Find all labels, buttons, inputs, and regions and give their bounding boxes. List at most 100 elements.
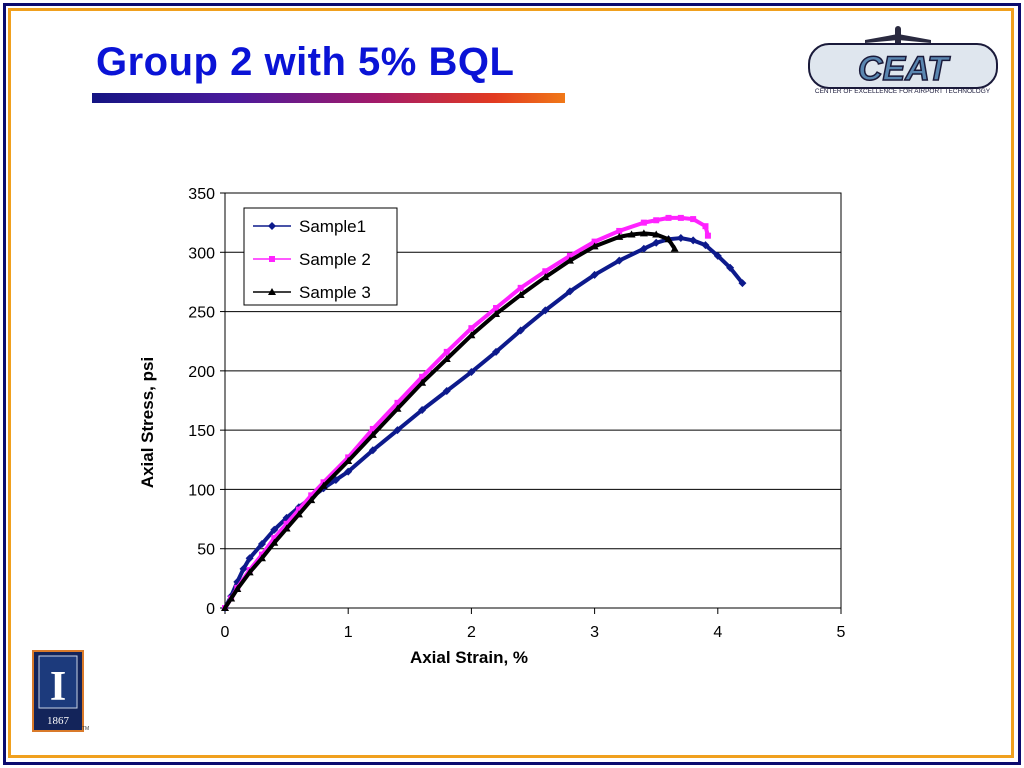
data-point — [541, 273, 550, 281]
legend: Sample1 Sample 2 Sample 3 — [243, 207, 398, 306]
x-axis-title: Axial Strain, % — [410, 648, 528, 667]
data-point — [542, 268, 549, 275]
data-point — [704, 232, 711, 239]
data-point — [566, 252, 573, 259]
data-point — [616, 227, 623, 234]
data-point — [492, 309, 501, 317]
data-point — [590, 242, 599, 250]
ceat-logo: CEAT — [808, 26, 998, 89]
y-tick-label: 0 — [206, 601, 215, 618]
data-point — [245, 568, 254, 576]
slide-frame-outer — [3, 3, 1021, 765]
data-point — [369, 425, 376, 432]
data-point — [393, 404, 402, 412]
data-point — [640, 219, 647, 226]
slide-title: Group 2 with 5% BQL — [96, 40, 515, 84]
university-seal: I 1867 — [32, 650, 84, 732]
data-point — [565, 256, 574, 264]
legend-marker — [268, 222, 276, 230]
data-point — [227, 594, 236, 602]
data-point — [493, 305, 500, 312]
data-point — [307, 496, 316, 504]
data-point — [282, 513, 291, 522]
legend-label: Sample1 — [299, 217, 366, 236]
data-point — [294, 510, 303, 518]
legend-label: Sample 3 — [299, 283, 371, 302]
data-point — [689, 236, 698, 245]
data-point — [615, 232, 624, 240]
data-point — [701, 241, 710, 250]
data-point — [702, 223, 709, 230]
data-point — [726, 263, 735, 272]
data-point — [467, 368, 476, 377]
data-point — [516, 326, 525, 335]
data-point — [418, 378, 427, 386]
plot-area — [224, 192, 842, 609]
data-point — [270, 525, 279, 534]
series-3 — [221, 229, 679, 611]
data-point — [517, 284, 524, 291]
y-tick-label: 250 — [188, 305, 215, 322]
slide-frame-inner — [8, 8, 1014, 758]
data-point — [591, 238, 598, 245]
data-point — [419, 373, 426, 380]
data-point — [516, 290, 525, 298]
y-axis-title: Axial Stress, psi — [138, 357, 157, 488]
y-tick-label: 100 — [188, 482, 215, 499]
data-point — [738, 279, 747, 288]
data-point — [368, 446, 377, 455]
trademark-label: TM — [82, 726, 90, 732]
legend-label: Sample 2 — [299, 250, 371, 269]
data-point — [368, 430, 377, 438]
data-point — [639, 244, 648, 253]
y-tick-label: 350 — [188, 186, 215, 203]
data-point — [653, 217, 660, 224]
data-point — [418, 405, 427, 414]
x-tick-label: 0 — [221, 624, 230, 641]
x-tick-label: 2 — [467, 624, 476, 641]
data-point — [394, 399, 401, 406]
data-point — [664, 235, 673, 243]
data-point — [615, 256, 624, 265]
data-point — [677, 214, 684, 221]
data-point — [270, 538, 279, 546]
data-point — [565, 287, 574, 296]
x-tick-label: 3 — [590, 624, 599, 641]
data-point — [670, 244, 679, 252]
ceat-logo-text: CEAT — [858, 50, 951, 88]
seal-letter: I — [50, 664, 66, 710]
data-point — [271, 535, 278, 542]
data-point — [541, 306, 550, 315]
y-tick-label: 150 — [188, 423, 215, 440]
data-point — [442, 387, 451, 396]
data-point — [442, 355, 451, 362]
data-point — [233, 585, 242, 593]
data-point — [221, 604, 229, 611]
data-point — [590, 270, 599, 279]
data-point — [233, 577, 242, 586]
data-point — [308, 492, 315, 499]
y-tick-label: 300 — [188, 245, 215, 262]
legend-marker — [269, 256, 275, 262]
data-point — [282, 524, 291, 532]
data-point — [467, 331, 476, 339]
data-point — [665, 214, 672, 221]
data-point — [627, 230, 636, 238]
data-point — [319, 481, 328, 489]
y-tick-label: 50 — [197, 542, 215, 559]
data-point — [344, 467, 353, 476]
stress-strain-chart: 0 50 100 150 200 250 300 350 0 1 2 3 4 5 Axial Strain,… — [138, 186, 846, 667]
data-point — [283, 520, 290, 527]
data-point — [676, 234, 685, 243]
data-point — [245, 554, 254, 563]
data-point — [344, 456, 353, 464]
data-point — [295, 506, 302, 513]
seal-year: 1867 — [47, 715, 70, 727]
data-point — [713, 251, 722, 260]
data-point — [639, 229, 648, 237]
data-point — [393, 426, 402, 435]
title-underline — [92, 93, 565, 103]
data-point — [690, 216, 697, 223]
data-point — [257, 554, 266, 562]
data-point — [492, 347, 501, 356]
